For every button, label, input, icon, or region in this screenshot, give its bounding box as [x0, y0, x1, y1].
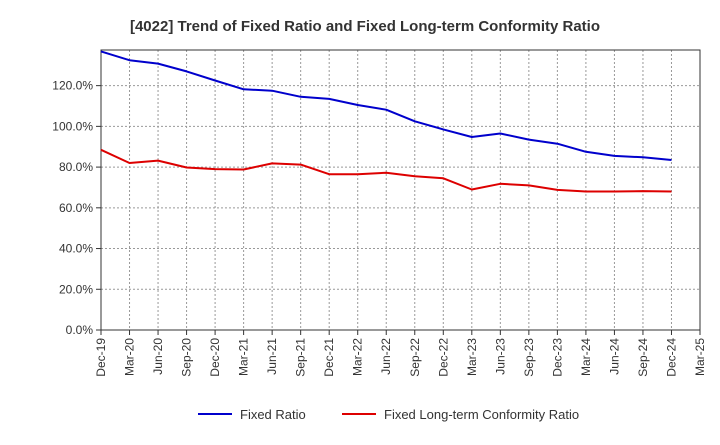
- x-tick-label: Jun-24: [607, 338, 621, 375]
- legend-label-1: Fixed Ratio: [240, 407, 306, 422]
- y-tick-label: 120.0%: [52, 79, 93, 93]
- x-tick-label: Jun-20: [151, 338, 165, 375]
- y-tick-label: 40.0%: [59, 242, 93, 256]
- legend-label-2: Fixed Long-term Conformity Ratio: [384, 407, 579, 422]
- plot-frame: [100, 49, 701, 331]
- x-tick-label: Sep-20: [180, 338, 194, 377]
- x-tick-label: Jun-21: [265, 338, 279, 375]
- x-tick-label: Dec-19: [94, 338, 108, 377]
- x-tick-label: Mar-22: [351, 338, 365, 376]
- x-tick-label: Dec-24: [664, 338, 678, 377]
- x-tick-label: Mar-23: [465, 338, 479, 376]
- x-tick-label: Mar-20: [123, 338, 137, 376]
- x-tick-label: Mar-25: [693, 338, 707, 376]
- series-line-2: [100, 148, 672, 193]
- x-tick-label: Jun-22: [379, 338, 393, 375]
- x-tick-label: Dec-20: [208, 338, 222, 377]
- x-tick-label: Mar-24: [579, 338, 593, 376]
- series-line-1: [100, 50, 672, 161]
- x-tick-label: Sep-23: [522, 338, 536, 377]
- x-tick-label: Dec-23: [550, 338, 564, 377]
- y-tick-label: 60.0%: [59, 201, 93, 215]
- y-tick-label: 100.0%: [52, 119, 93, 133]
- x-tick-label: Sep-22: [408, 338, 422, 377]
- x-tick-label: Sep-24: [636, 338, 650, 377]
- y-tick-label: 80.0%: [59, 160, 93, 174]
- x-tick-label: Dec-22: [436, 338, 450, 377]
- x-tick-label: Sep-21: [294, 338, 308, 377]
- x-tick-label: Jun-23: [493, 338, 507, 375]
- series-lines: [100, 50, 672, 193]
- grid: [101, 50, 700, 330]
- legend: Fixed Ratio Fixed Long-term Conformity Ra…: [198, 407, 579, 422]
- chart-title: [4022] Trend of Fixed Ratio and Fixed Lo…: [130, 18, 600, 35]
- y-tick-label: 0.0%: [66, 323, 94, 337]
- x-tick-label: Dec-21: [322, 338, 336, 377]
- x-tick-label: Mar-21: [237, 338, 251, 376]
- axes: 0.0% 20.0% 40.0% 60.0% 80.0% 100.0% 120.0% Dec-…: [52, 49, 707, 377]
- y-tick-label: 20.0%: [59, 282, 93, 296]
